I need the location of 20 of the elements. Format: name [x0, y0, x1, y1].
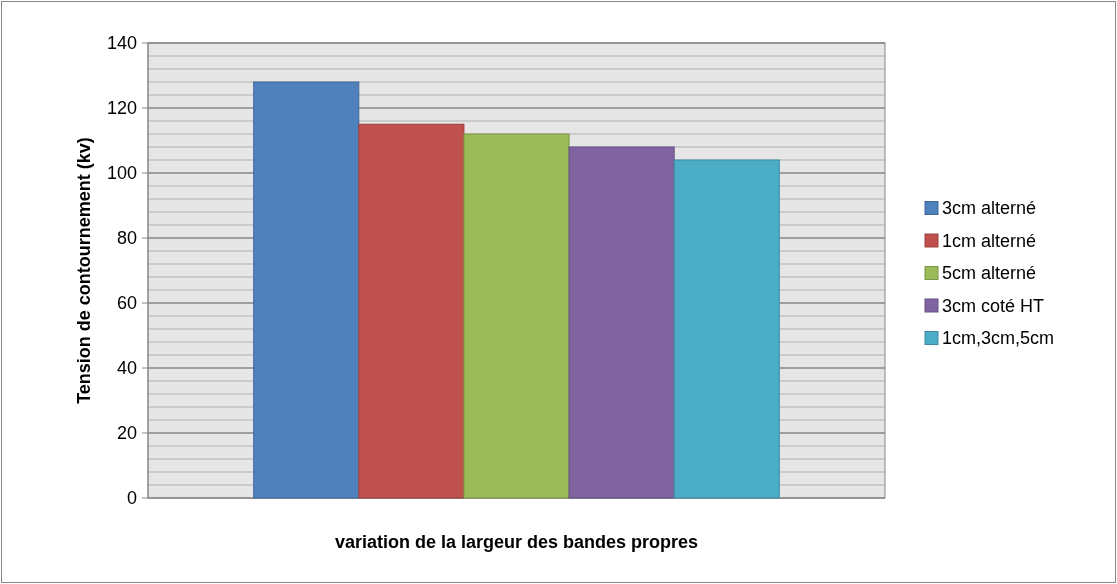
- bar: [358, 123, 465, 499]
- legend-label: 1cm,3cm,5cm: [942, 328, 1055, 349]
- y-tick-label: 120: [106, 98, 137, 119]
- x-axis-title: variation de la largeur des bandes propres: [334, 532, 699, 552]
- y-tick-label: 60: [116, 293, 137, 314]
- bar: [673, 159, 780, 499]
- bar: [568, 146, 675, 499]
- y-tick-label: 100: [106, 163, 137, 184]
- y-tick-label: 40: [116, 358, 137, 379]
- y-tick-label: 80: [116, 228, 137, 249]
- legend-label: 5cm alterné: [942, 263, 1037, 284]
- bar: [463, 133, 570, 499]
- bar: [253, 81, 360, 499]
- legend-label: 3cm coté HT: [942, 295, 1045, 316]
- y-tick-label: 0: [126, 488, 137, 509]
- legend-label: 3cm alterné: [942, 198, 1037, 219]
- legend-label: 1cm alterné: [942, 230, 1037, 251]
- y-tick-label: 20: [116, 423, 137, 444]
- y-axis-title: Tension de contournement (kv): [74, 137, 94, 404]
- y-tick-label: 140: [106, 33, 137, 54]
